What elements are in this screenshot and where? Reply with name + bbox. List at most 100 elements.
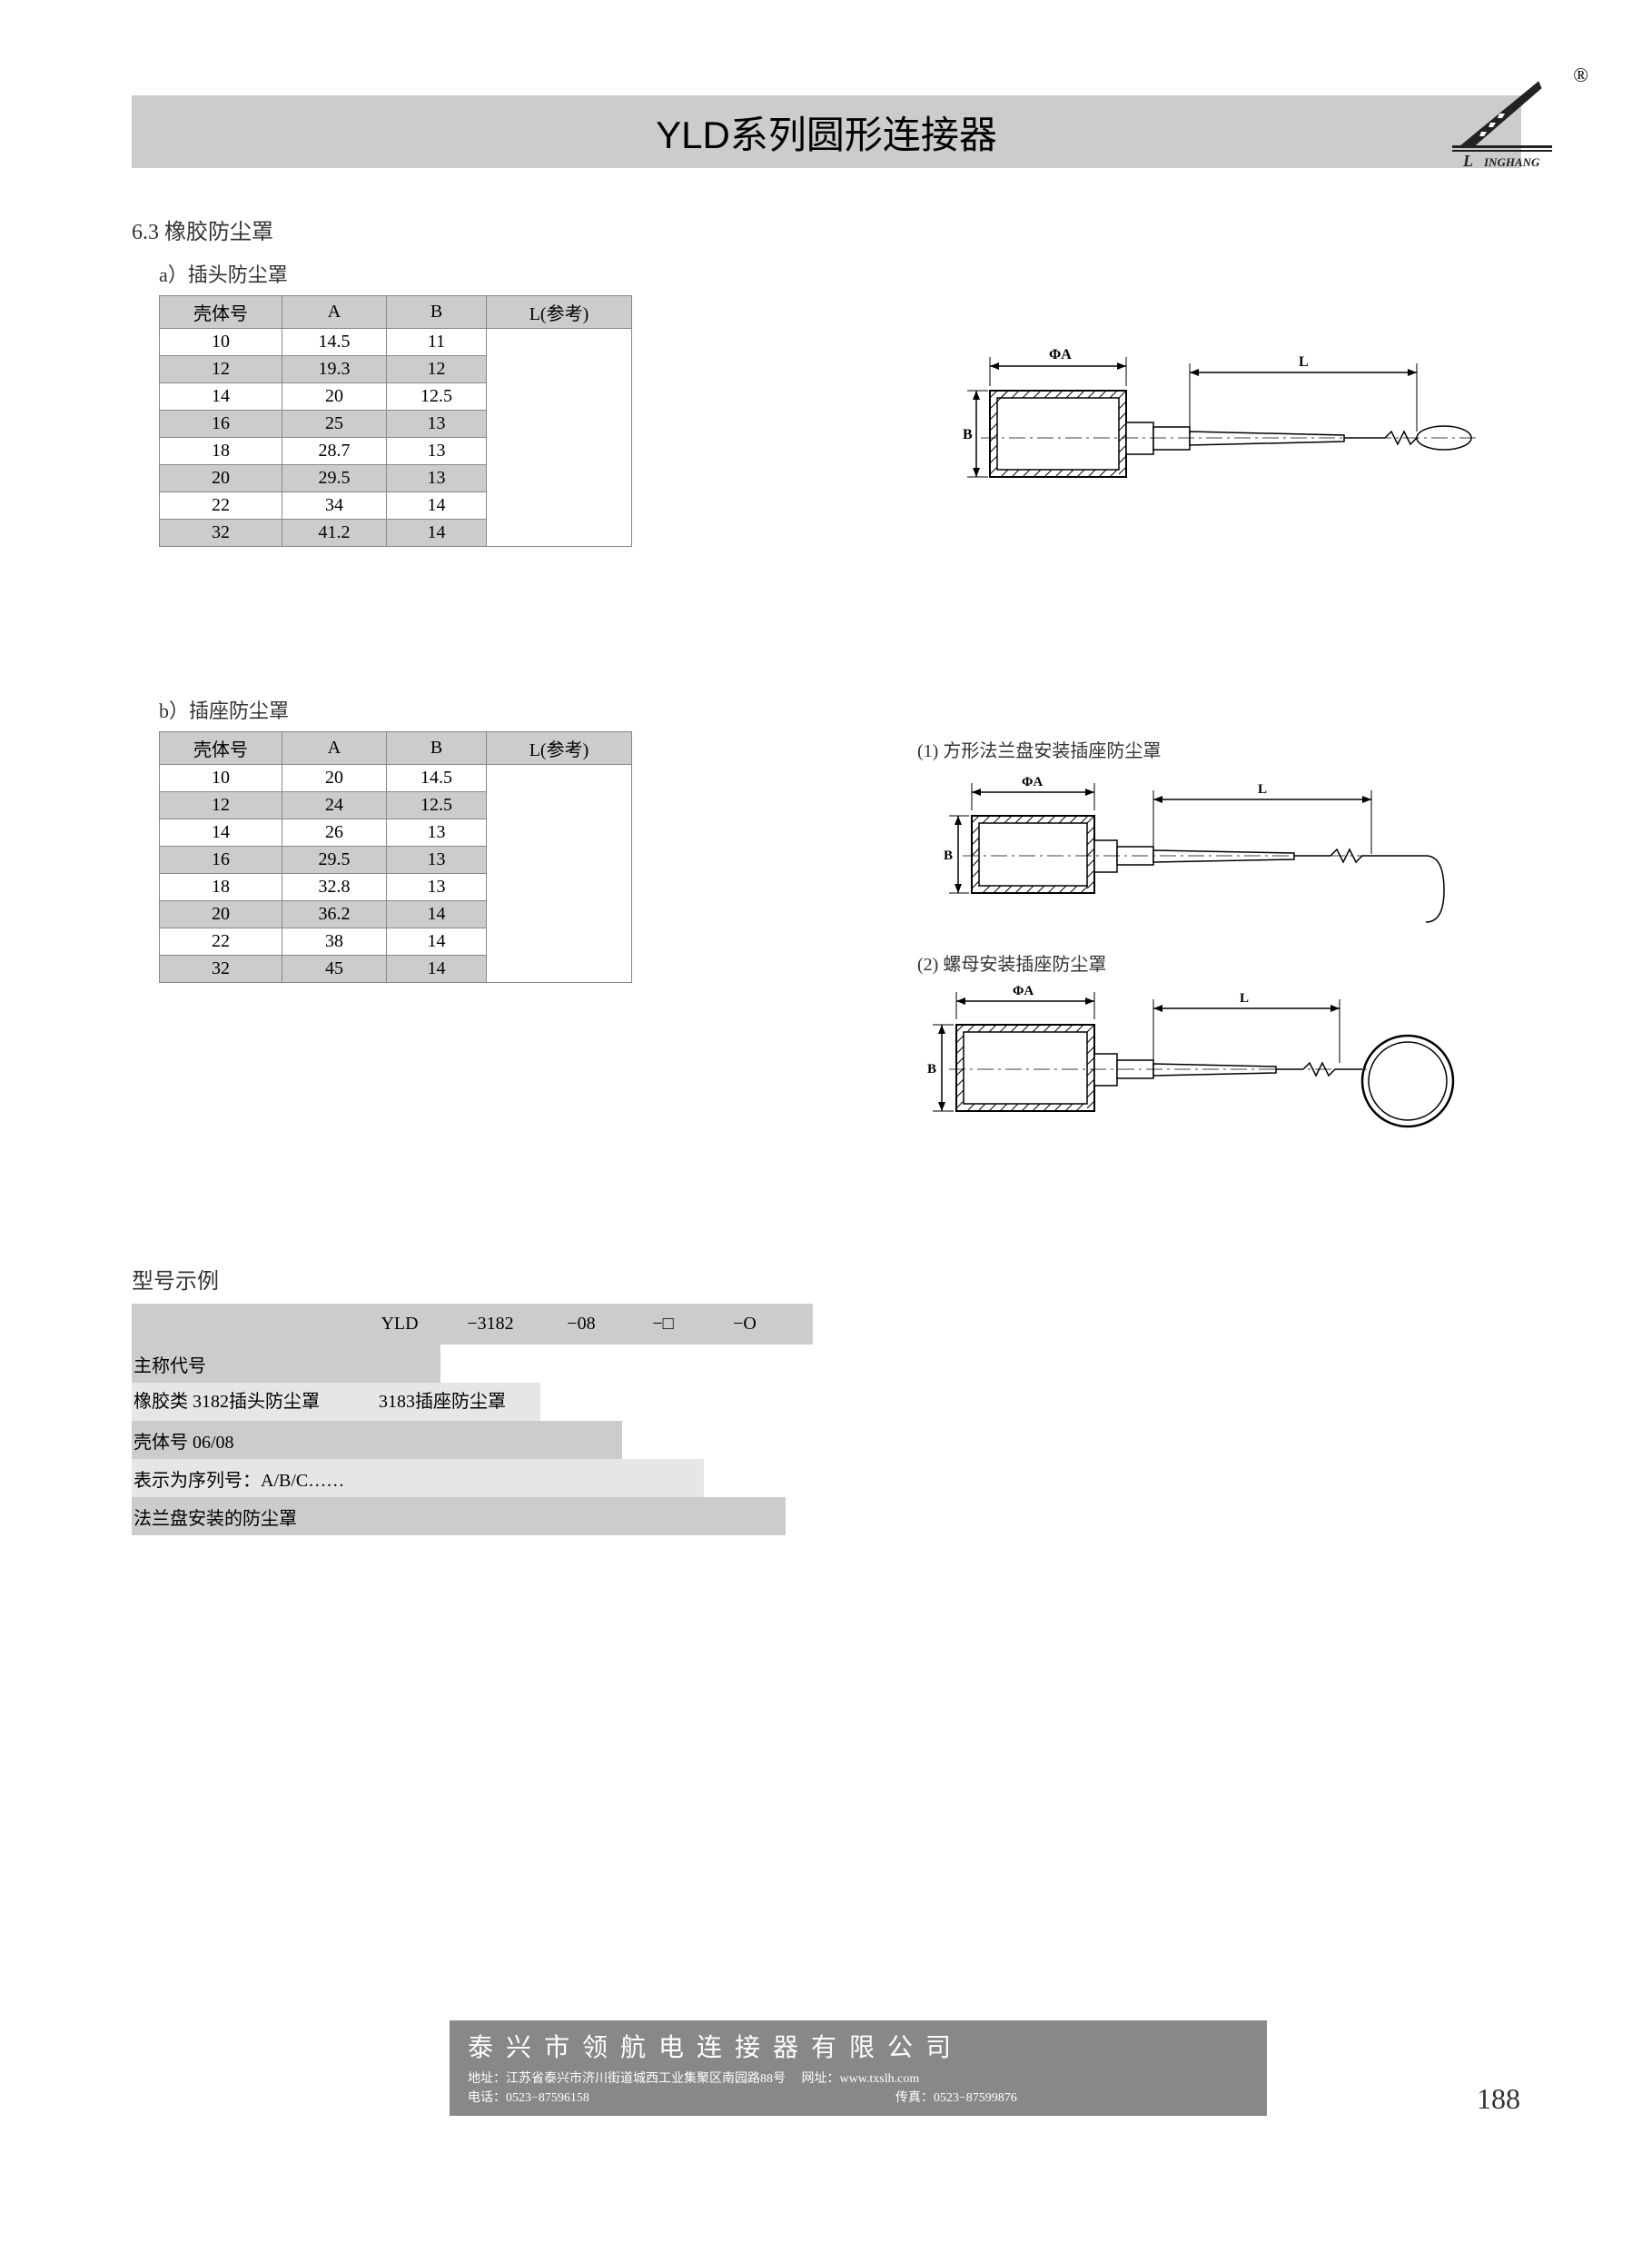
svg-text:B: B: [927, 1062, 936, 1077]
table-cell: 13: [387, 874, 487, 901]
model-header-cell: −3182: [440, 1314, 540, 1335]
footer-web: www.txslh.com: [840, 2072, 920, 2086]
dim-phi-a: ΦA: [1049, 347, 1072, 362]
footer-address: 江苏省泰兴市济川街道城西工业集聚区南园路88号: [506, 2072, 786, 2086]
dim-b: B: [963, 427, 973, 442]
model-header-cell: YLD: [359, 1314, 440, 1335]
model-example-table: YLD−3182−08−□−O 主称代号橡胶类 3182插头防尘罩 3183插座…: [132, 1304, 813, 1535]
svg-text:INGHANG: INGHANG: [1483, 155, 1540, 169]
table-cell: 32.8: [282, 874, 387, 901]
table-cell: 26: [282, 819, 387, 847]
table-cell: 11: [387, 329, 487, 356]
table-cell: 14.5: [387, 765, 487, 792]
table-cell: 13: [387, 847, 487, 874]
table-socket-cover: 壳体号ABL(参考) 102014.5122412.51426131629.51…: [159, 731, 632, 983]
table-cell: 14: [160, 819, 282, 847]
footer-details: 地址：江苏省泰兴市济川街道城西工业集聚区南园路88号 网址：www.txslh.…: [468, 2069, 1249, 2108]
footer-band: 泰兴市领航电连接器有限公司 地址：江苏省泰兴市济川街道城西工业集聚区南园路88号…: [450, 2020, 1267, 2116]
subsection-b: b）插座防尘罩: [159, 695, 289, 724]
dim-l: L: [1299, 354, 1309, 370]
header-band: YLD系列圆形连接器: [132, 95, 1521, 168]
table-cell: 38: [282, 928, 387, 956]
table-cell: 12: [160, 792, 282, 819]
footer-fax-label: 传真：: [895, 2091, 934, 2105]
table-cell: 14: [387, 956, 487, 983]
footer-company: 泰兴市领航电连接器有限公司: [468, 2028, 1249, 2064]
table-cell: 20: [160, 901, 282, 928]
footer-tel: 0523−87596158: [506, 2091, 589, 2105]
svg-text:B: B: [944, 849, 953, 863]
table-cell: 14: [387, 520, 487, 547]
table-cell: 14: [387, 928, 487, 956]
table-cell: 24: [282, 792, 387, 819]
subsection-a: a）插头防尘罩: [159, 259, 288, 288]
logo: INGHANG L: [1434, 68, 1570, 177]
table-cell: 10: [160, 765, 282, 792]
diagram-label-2: (2) 螺母安装插座防尘罩: [917, 949, 1106, 976]
table-cell: 18: [160, 438, 282, 465]
table-row: 102014.5: [160, 765, 632, 792]
table-header-cell: L(参考): [487, 732, 632, 765]
table-cell: [487, 329, 632, 547]
table-cell: 22: [160, 492, 282, 520]
section-heading-6-3: 6.3 橡胶防尘罩: [132, 213, 273, 245]
table-cell: 13: [387, 819, 487, 847]
table-cell: 13: [387, 411, 487, 438]
table-cell: 13: [387, 438, 487, 465]
table-cell: 12.5: [387, 792, 487, 819]
table-cell: 16: [160, 411, 282, 438]
footer-address-label: 地址：: [468, 2072, 506, 2086]
table-cell: 14: [387, 492, 487, 520]
table-plug-cover: 壳体号ABL(参考) 1014.5111219.312142012.516251…: [159, 295, 632, 547]
model-header-cell: −O: [704, 1314, 786, 1335]
table-header-cell: A: [282, 732, 387, 765]
table-cell: 29.5: [282, 465, 387, 492]
diagram-socket-cover-1: ΦA L B: [922, 772, 1503, 958]
model-row: 表示为序列号：A/B/C……: [132, 1459, 704, 1497]
model-header-cell: −□: [622, 1314, 704, 1335]
footer-fax: 0523−87599876: [934, 2091, 1017, 2105]
page-title: YLD系列圆形连接器: [656, 104, 997, 160]
diagram-plug-cover: ΦA L B: [963, 341, 1526, 518]
svg-text:L: L: [1258, 782, 1267, 797]
svg-text:ΦA: ΦA: [1013, 984, 1034, 998]
table-header-cell: B: [387, 732, 487, 765]
table-header-cell: 壳体号: [160, 732, 282, 765]
table-header-cell: L(参考): [487, 296, 632, 329]
table-cell: 16: [160, 847, 282, 874]
table-cell: 34: [282, 492, 387, 520]
table-cell: 12.5: [387, 383, 487, 411]
table-cell: 36.2: [282, 901, 387, 928]
table-cell: 22: [160, 928, 282, 956]
registered-mark: ®: [1573, 64, 1588, 87]
footer-tel-label: 电话：: [468, 2091, 506, 2105]
model-row: 壳体号 06/08: [132, 1421, 622, 1459]
table-cell: 28.7: [282, 438, 387, 465]
table-header-cell: A: [282, 296, 387, 329]
table-cell: 19.3: [282, 356, 387, 383]
svg-text:ΦA: ΦA: [1022, 775, 1043, 789]
table-row: 1014.511: [160, 329, 632, 356]
table-cell: 20: [282, 765, 387, 792]
table-cell: 32: [160, 956, 282, 983]
model-header-cell: −08: [540, 1314, 622, 1335]
model-row: 橡胶类 3182插头防尘罩 3183插座防尘罩: [132, 1383, 540, 1421]
table-header-cell: 壳体号: [160, 296, 282, 329]
footer-web-label: 网址：: [802, 2072, 840, 2086]
model-row: 法兰盘安装的防尘罩: [132, 1497, 786, 1535]
table-cell: 25: [282, 411, 387, 438]
table-cell: 14: [160, 383, 282, 411]
svg-text:L: L: [1240, 991, 1249, 1006]
table-header-cell: B: [387, 296, 487, 329]
model-header-row: YLD−3182−08−□−O: [132, 1304, 813, 1345]
svg-text:L: L: [1462, 152, 1473, 170]
diagram-label-1: (1) 方形法兰盘安装插座防尘罩: [917, 736, 1161, 762]
table-cell: 12: [160, 356, 282, 383]
table-cell: 12: [387, 356, 487, 383]
page-number: 188: [1477, 2082, 1520, 2116]
diagram-socket-cover-2: ΦA L B: [922, 981, 1503, 1167]
table-cell: 32: [160, 520, 282, 547]
model-example-title: 型号示例: [132, 1263, 219, 1295]
table-cell: 14.5: [282, 329, 387, 356]
table-cell: 20: [160, 465, 282, 492]
